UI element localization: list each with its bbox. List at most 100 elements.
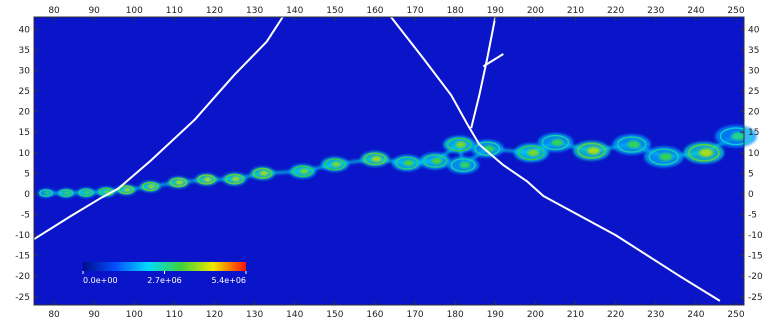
vortex-core: [470, 139, 504, 158]
y-tick-label-right: -25: [748, 293, 763, 303]
vortex-core: [116, 184, 137, 196]
x-tick-label-top: 160: [366, 6, 383, 16]
vortex-core: [222, 172, 247, 186]
vortex-layer: [37, 125, 757, 198]
x-tick-label-bottom: 110: [166, 310, 183, 320]
vortex-core: [537, 133, 574, 152]
y-tick-label-right: 30: [748, 66, 760, 76]
y-tick-label-left: 30: [19, 66, 31, 76]
vortex-core: [250, 166, 275, 180]
overlay-lines: [33, 16, 721, 302]
overlay-curve: [470, 16, 497, 129]
x-tick-label-top: 80: [48, 6, 60, 16]
y-tick-label-right: 25: [748, 87, 759, 97]
x-tick-label-top: 90: [88, 6, 100, 16]
y-tick-label-right: 5: [748, 169, 754, 179]
overlay-curve: [390, 16, 721, 302]
x-tick-label-top: 250: [727, 6, 744, 16]
y-tick-label-right: 40: [748, 25, 760, 35]
y-tick-label-right: -10: [748, 231, 763, 241]
x-tick-label-top: 100: [126, 6, 143, 16]
vortex-core: [514, 143, 549, 162]
y-tick-label-left: 0: [24, 190, 30, 200]
vortex-core: [683, 141, 725, 164]
vortex-core: [37, 188, 55, 198]
y-tick-label-left: 5: [24, 169, 30, 179]
vortex-core: [360, 151, 390, 167]
vortex-core: [392, 155, 422, 172]
x-tick-label-top: 110: [166, 6, 183, 16]
x-tick-label-top: 170: [406, 6, 423, 16]
y-tick-label-right: -15: [748, 252, 763, 262]
vortex-core: [443, 136, 476, 154]
colorbar-gradient: [83, 262, 246, 271]
y-tick-label-left: -25: [15, 293, 30, 303]
y-tick-label-right: 35: [748, 46, 759, 56]
y-tick-label-right: -20: [748, 272, 763, 282]
x-tick-label-top: 200: [527, 6, 544, 16]
y-tick-label-left: 20: [19, 108, 31, 118]
x-tick-label-bottom: 220: [607, 310, 624, 320]
y-tick-label-left: 15: [19, 128, 30, 138]
vortex-core: [140, 181, 161, 192]
vortex-core: [57, 188, 75, 198]
vortex-core: [644, 146, 684, 168]
vortex-core: [195, 173, 218, 186]
x-tick-label-top: 210: [567, 6, 584, 16]
x-tick-label-bottom: 130: [246, 310, 263, 320]
x-tick-label-top: 180: [447, 6, 464, 16]
colorbar: 0.0e+00 2.7e+06 5.4e+06: [82, 262, 247, 285]
vortex-core: [321, 157, 349, 172]
x-tick-label-bottom: 160: [366, 310, 383, 320]
x-tick-label-top: 130: [246, 6, 263, 16]
colorbar-tick-label: 0.0e+00: [83, 276, 118, 285]
y-tick-label-left: 35: [19, 46, 30, 56]
y-tick-label-left: -15: [15, 252, 30, 262]
overlay-curve: [482, 53, 504, 68]
vortex-core: [573, 140, 610, 161]
x-tick-label-bottom: 190: [487, 310, 504, 320]
x-tick-label-bottom: 80: [48, 310, 60, 320]
x-tick-label-bottom: 180: [447, 310, 464, 320]
axis-ticks: 8080909010010011011012012013013014014015…: [15, 6, 763, 320]
colorbar-tick-label: 5.4e+06: [211, 276, 246, 285]
y-tick-label-right: -5: [748, 210, 757, 220]
colorbar-tick-label: 2.7e+06: [147, 276, 182, 285]
x-tick-label-top: 230: [647, 6, 664, 16]
y-tick-label-left: -10: [15, 231, 30, 241]
x-tick-label-bottom: 230: [647, 310, 664, 320]
y-tick-label-left: 40: [19, 25, 31, 35]
x-tick-label-top: 140: [286, 6, 303, 16]
x-tick-label-bottom: 170: [406, 310, 423, 320]
y-tick-label-right: 10: [748, 149, 760, 159]
y-tick-label-left: 10: [19, 149, 31, 159]
x-tick-label-bottom: 200: [527, 310, 544, 320]
vortex-core: [419, 152, 451, 170]
y-tick-label-right: 15: [748, 128, 759, 138]
vortex-core: [715, 125, 757, 148]
x-tick-label-bottom: 100: [126, 310, 143, 320]
overlay-curve: [33, 16, 284, 241]
vortex-core: [612, 134, 651, 155]
y-tick-label-left: -5: [21, 210, 30, 220]
y-tick-label-left: -20: [15, 272, 30, 282]
x-tick-label-bottom: 150: [326, 310, 343, 320]
x-tick-label-bottom: 250: [727, 310, 744, 320]
plot-frame: [33, 16, 745, 306]
x-tick-label-bottom: 140: [286, 310, 303, 320]
y-tick-label-left: 25: [19, 87, 30, 97]
x-tick-label-top: 240: [687, 6, 704, 16]
x-tick-label-top: 220: [607, 6, 624, 16]
x-tick-label-top: 120: [206, 6, 223, 16]
vortex-core: [167, 176, 190, 189]
y-tick-label-right: 0: [748, 190, 754, 200]
x-tick-label-bottom: 240: [687, 310, 704, 320]
y-tick-label-right: 20: [748, 108, 760, 118]
x-tick-label-bottom: 90: [88, 310, 100, 320]
x-tick-label-top: 190: [487, 6, 504, 16]
vortex-core: [77, 187, 96, 198]
x-tick-label-bottom: 210: [567, 310, 584, 320]
vortex-core: [289, 164, 316, 179]
vortex-core: [447, 156, 480, 174]
